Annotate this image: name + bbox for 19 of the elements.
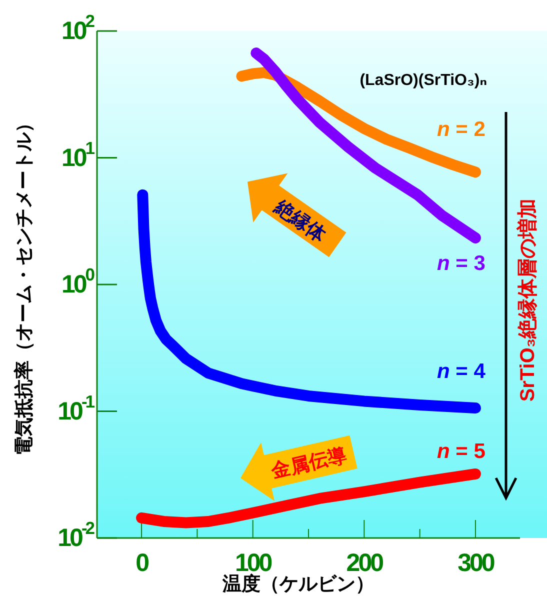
y-tick-label: 10$^{1}$	[61, 138, 96, 172]
x-tick-label: 300	[458, 549, 494, 577]
annotation: 絶縁体	[270, 196, 330, 248]
y-axis-title: 電気抵抗率（オーム・センチメートル）	[13, 114, 35, 456]
series-label: n = 2	[437, 118, 486, 142]
picture-arrow-metal: 金属伝導	[240, 435, 358, 501]
x-tick-label: 200	[346, 549, 384, 577]
series-label: n = 3	[437, 252, 486, 275]
series-label: n = 5	[437, 440, 486, 463]
picture-arrow-insulator: 絶縁体	[248, 173, 346, 258]
y-tick-label: 10$^{0}$	[61, 264, 96, 298]
annotation: 金属伝導	[268, 444, 348, 483]
y-tick-label: 10$^{-1}$	[58, 391, 96, 426]
series-label: n = 4	[437, 360, 486, 384]
y-tick-label: 10$^{-2}$	[58, 518, 96, 552]
y-tick-label: 10$^{2}$	[61, 11, 96, 45]
annotation: SrTiO₃絶縁体層の増加	[516, 198, 539, 402]
annotation: (LaSrO)(SrTiO₃)ₙ	[360, 72, 487, 89]
x-tick-label: 0	[136, 549, 149, 577]
